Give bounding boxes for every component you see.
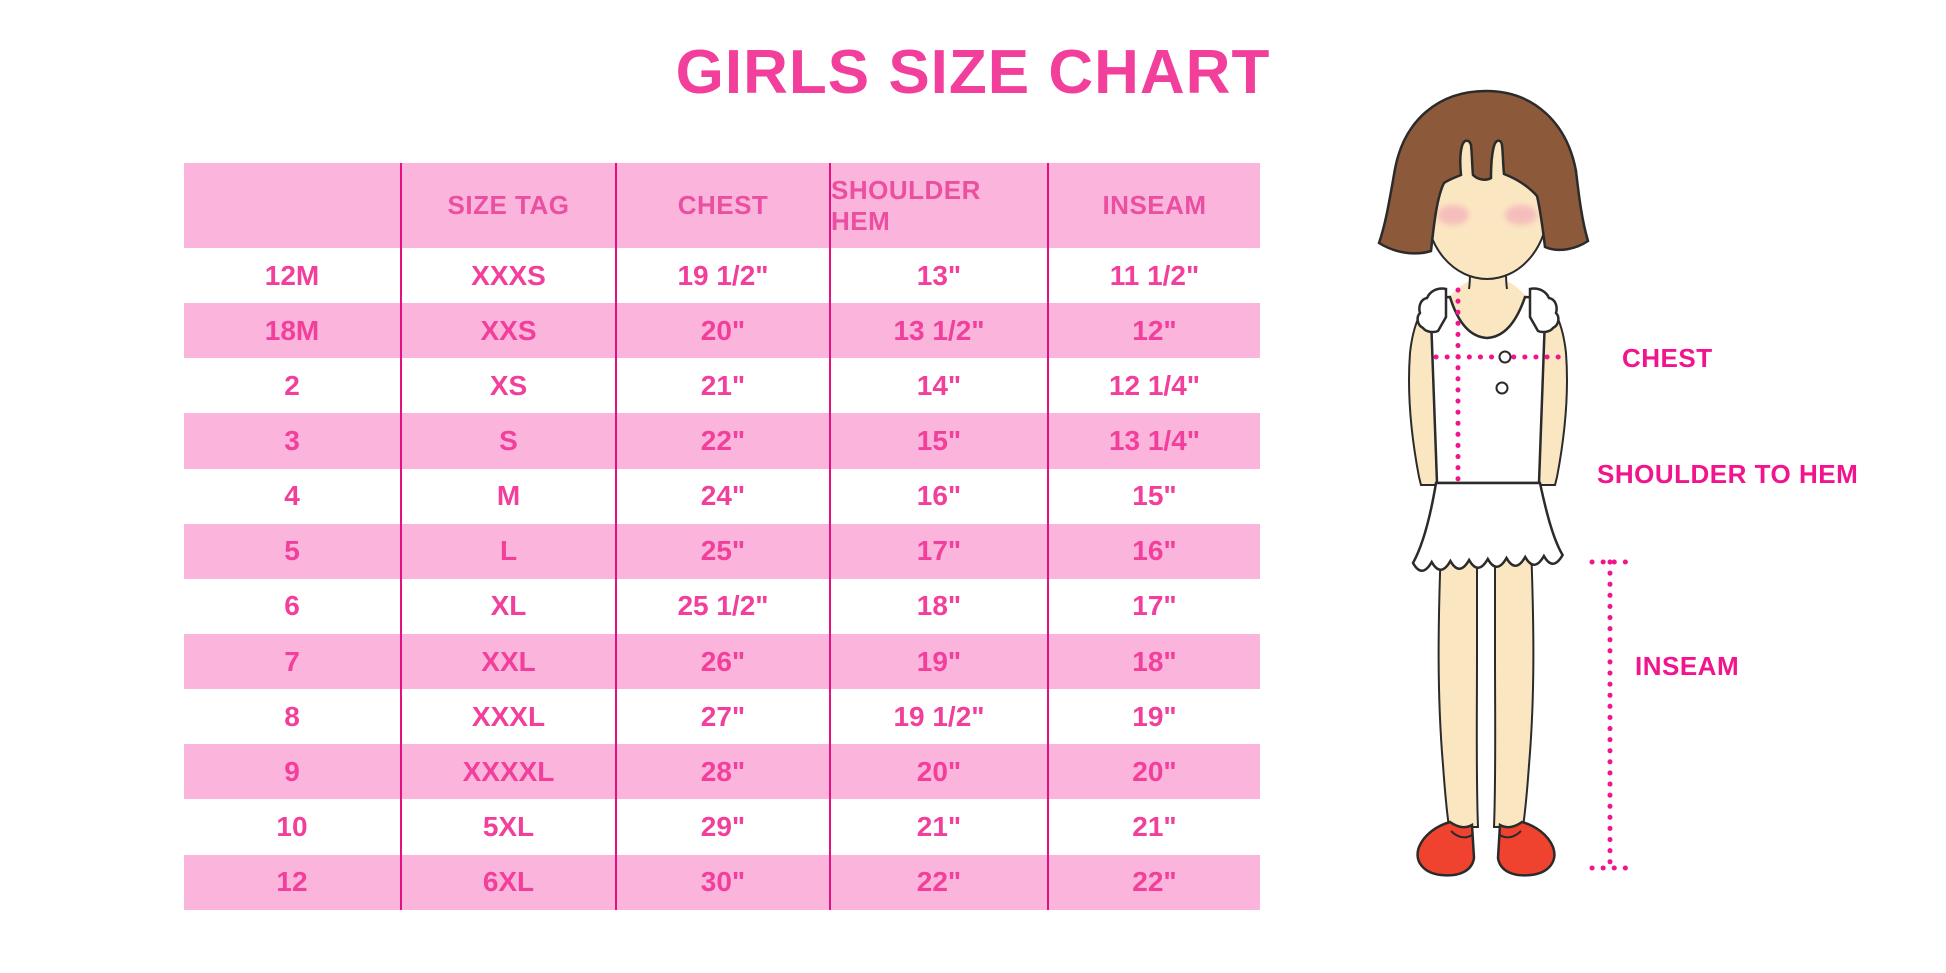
table-cell-size: 18M: [184, 303, 400, 359]
table-cell-size: 3: [184, 413, 400, 469]
table-cell-tag: XXS: [400, 303, 615, 359]
table-cell-size: 8: [284, 700, 300, 732]
dress-button-bottom: [1495, 381, 1509, 395]
table-cell-shoulder-hem: 22": [829, 854, 1047, 910]
table-cell-size: 2: [284, 369, 300, 401]
table-header-shoulder-hem: SHOULDER HEM: [829, 163, 1047, 248]
inseam-label: INSEAM: [1635, 651, 1740, 681]
table-cell-tag: XXXL: [400, 689, 615, 745]
table-cell-shoulder-hem: 21": [829, 799, 1047, 855]
table-cell-shoulder-hem: 19 1/2": [829, 689, 1047, 745]
table-cell-tag: XXXS: [400, 248, 615, 304]
table-cell-inseam: 11 1/2": [1047, 248, 1260, 304]
table-cell-tag: M: [400, 468, 615, 524]
table-cell-tag: 5XL: [400, 799, 615, 855]
table-cell-chest: 21": [615, 358, 829, 414]
table-cell-chest: 26": [615, 633, 829, 690]
right-leg: [1492, 543, 1535, 828]
size-table: SIZE TAG CHEST SHOULDER HEM INSEAM 12M XXXS 1…: [184, 163, 1260, 910]
table-cell-shoulder-hem: 13": [829, 248, 1047, 304]
table-cell-chest: 25": [615, 523, 829, 579]
table-cell-size: 7: [184, 633, 400, 690]
table-cell-shoulder-hem: 15": [829, 413, 1047, 469]
table-cell-tag: XL: [400, 578, 615, 634]
table-cell-chest: 22": [615, 413, 829, 469]
table-cell-shoulder-hem: 13 1/2": [829, 303, 1047, 359]
table-cell-inseam: 21": [1047, 799, 1260, 855]
table-cell-inseam: 17": [1047, 578, 1260, 634]
table-cell-chest: 29": [615, 799, 829, 855]
table-cell-size: 12M: [264, 259, 320, 291]
table-cell-size: 9: [184, 744, 400, 800]
table-cell-tag: XXL: [400, 633, 615, 690]
table-cell-size: 12: [184, 854, 400, 910]
right-shoe: [1496, 820, 1556, 877]
table-cell-size: 5: [184, 523, 400, 579]
table-cell-chest: 20": [615, 303, 829, 359]
table-cell-chest: 24": [615, 468, 829, 524]
table-header-empty: [184, 163, 400, 248]
table-cell-shoulder-hem: 14": [829, 358, 1047, 414]
table-cell-tag: XXXXL: [400, 744, 615, 800]
table-cell-shoulder-hem: 17": [829, 523, 1047, 579]
table-cell-inseam: 12 1/4": [1047, 358, 1260, 414]
table-cell-shoulder-hem: 20": [829, 744, 1047, 800]
table-cell-inseam: 19": [1047, 689, 1260, 745]
table-cell-inseam: 22": [1047, 854, 1260, 910]
inseam-measure-line: [1589, 559, 1631, 871]
table-cell-tag: S: [400, 413, 615, 469]
table-cell-tag: L: [400, 523, 615, 579]
left-shoulder-ruffle: [1416, 287, 1448, 334]
dress-button-top: [1498, 350, 1512, 364]
left-leg: [1437, 543, 1480, 828]
chest-label: CHEST: [1622, 343, 1713, 373]
table-cell-inseam: 13 1/4": [1047, 413, 1260, 469]
table-header-size-tag: SIZE TAG: [400, 163, 615, 248]
right-blush: [1505, 205, 1537, 225]
table-cell-chest: 25 1/2": [615, 578, 829, 634]
table-cell-size: 6: [284, 590, 300, 622]
hair: [1377, 89, 1590, 255]
table-cell-shoulder-hem: 18": [829, 578, 1047, 634]
table-cell-shoulder-hem: 16": [829, 468, 1047, 524]
girl-illustration: [1377, 89, 1631, 877]
table-cell-size: 10: [276, 810, 308, 842]
table-cell-tag: 6XL: [400, 854, 615, 910]
table-cell-shoulder-hem: 19": [829, 633, 1047, 690]
table-cell-inseam: 18": [1047, 633, 1260, 690]
table-cell-chest: 27": [615, 689, 829, 745]
neck: [1448, 267, 1528, 338]
right-shoe-strap: [1499, 830, 1522, 839]
table-cell-inseam: 20": [1047, 744, 1260, 800]
table-header-inseam: INSEAM: [1047, 163, 1260, 248]
table-cell-chest: 19 1/2": [615, 248, 829, 304]
table-cell-inseam: 15": [1047, 468, 1260, 524]
table-cell-chest: 30": [615, 854, 829, 910]
left-shoe-strap: [1450, 830, 1473, 839]
table-header-chest: CHEST: [615, 163, 829, 248]
left-shoe: [1416, 820, 1476, 877]
page-title: GIRLS SIZE CHART: [675, 38, 1271, 107]
right-shoulder-ruffle: [1528, 287, 1560, 334]
table-cell-inseam: 12": [1047, 303, 1260, 359]
table-cell-inseam: 16": [1047, 523, 1260, 579]
table-cell-size: 4: [284, 480, 300, 512]
left-blush: [1437, 205, 1469, 225]
dress-skirt: [1411, 481, 1565, 572]
shoulder-to-hem-label: SHOULDER TO HEM: [1597, 459, 1859, 489]
table-cell-chest: 28": [615, 744, 829, 800]
table-cell-tag: XS: [400, 358, 615, 414]
